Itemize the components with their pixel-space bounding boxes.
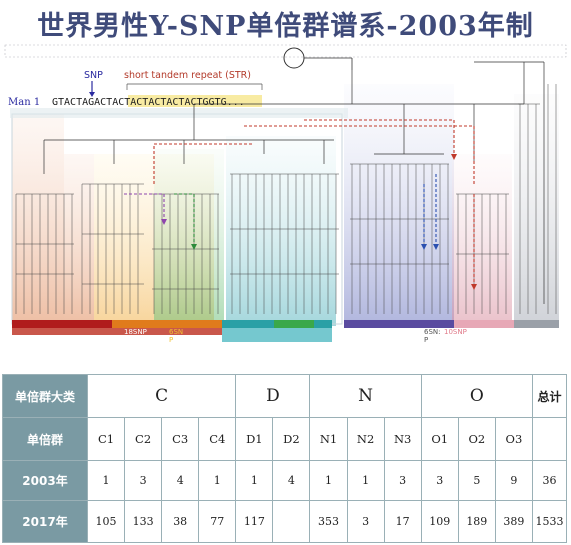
row-header-2003: 2003年 — [2, 460, 88, 501]
value-2017-c2: 133 — [124, 500, 163, 543]
group-c: C — [86, 374, 237, 418]
snp-label: SNP — [84, 70, 103, 81]
subgroup-o1: O1 — [420, 417, 459, 461]
value-2003-n2: 1 — [346, 460, 385, 501]
total-2003: 36 — [532, 460, 567, 501]
table-row-2017: 2017年 105 133 38 77 117 353 3 17 109 189… — [2, 500, 567, 543]
value-2003-o3: 9 — [494, 460, 534, 501]
band-label-6sn-right: 6SN: — [424, 328, 441, 336]
band-c — [12, 320, 112, 328]
row-header-sub: 单倍群 — [2, 417, 88, 461]
dna-sequence: GTACTAGACTACTACTACTACTACTGGTG... — [52, 97, 245, 108]
band-label-p: P — [169, 336, 173, 344]
row-header-major: 单倍群大类 — [2, 374, 88, 418]
str-label: short tandem repeat (STR) — [124, 70, 251, 81]
band-label-p-right: P — [424, 336, 428, 344]
value-2017-o2: 189 — [457, 500, 496, 543]
value-2017-d2 — [272, 500, 311, 543]
value-2003-d1: 1 — [235, 460, 274, 501]
total-header: 总计 — [532, 374, 567, 418]
value-2003-n1: 1 — [309, 460, 348, 501]
value-2017-o3: 389 — [494, 500, 534, 543]
subgroup-n2: N2 — [346, 417, 385, 461]
table-row-sub: 单倍群 C1 C2 C3 C4 D1 D2 N1 N2 N3 O1 O2 O3 — [2, 417, 567, 461]
value-2003-c2: 3 — [124, 460, 163, 501]
value-2003-n3: 3 — [383, 460, 422, 501]
band-n — [274, 320, 314, 328]
y-snp-phylogenetic-tree: SNP short tandem repeat (STR) Man 1 GTAC… — [4, 44, 567, 344]
value-2017-c4: 77 — [198, 500, 237, 543]
band-o — [344, 320, 454, 328]
man-label: Man 1 — [8, 97, 40, 108]
value-2003-d2: 4 — [272, 460, 311, 501]
band-tail — [514, 320, 559, 328]
value-2003-o2: 5 — [457, 460, 496, 501]
group-d: D — [235, 374, 311, 418]
subgroup-n3: N3 — [383, 417, 422, 461]
subgroup-c3: C3 — [161, 417, 200, 461]
subgroup-d2: D2 — [272, 417, 311, 461]
value-2003-c1: 1 — [86, 460, 126, 501]
total-2017: 1533 — [532, 500, 567, 543]
value-2017-o1: 109 — [420, 500, 459, 543]
band-c-sub — [112, 320, 222, 328]
value-2003-c4: 1 — [198, 460, 237, 501]
page-title: 世界男性Y-SNP单倍群谱系-2003年制 — [37, 11, 534, 42]
group-n: N — [309, 374, 422, 418]
value-2017-d1: 117 — [235, 500, 274, 543]
band-o-sub — [454, 320, 514, 328]
value-2003-c3: 4 — [161, 460, 200, 501]
subgroup-o2: O2 — [457, 417, 496, 461]
subgroup-c2: C2 — [124, 417, 163, 461]
subgroup-o3: O3 — [494, 417, 534, 461]
subgroup-c1: C1 — [86, 417, 126, 461]
band-label-6sn: 6SN — [169, 328, 183, 336]
haplogroup-table: 单倍群大类 C D N O 总计 单倍群 C1 C2 C3 C4 D1 D2 N… — [2, 374, 567, 543]
value-2017-n2: 3 — [346, 500, 385, 543]
value-2003-o1: 3 — [420, 460, 459, 501]
table-row-2003: 2003年 1 3 4 1 1 4 1 1 3 3 5 9 36 — [2, 460, 567, 501]
subgroup-d1: D1 — [235, 417, 274, 461]
subgroup-n1: N1 — [309, 417, 348, 461]
table-row-major: 单倍群大类 C D N O 总计 — [2, 374, 567, 418]
value-2017-c3: 38 — [161, 500, 200, 543]
row-header-2017: 2017年 — [2, 500, 88, 543]
value-2017-n3: 17 — [383, 500, 422, 543]
band-label-10snp: 10SNP — [444, 328, 467, 336]
subgroup-c4: C4 — [198, 417, 237, 461]
total-empty-cell — [532, 417, 567, 461]
value-2017-c1: 105 — [86, 500, 126, 543]
group-o: O — [420, 374, 534, 418]
band-label-18snp: 18SNP — [124, 328, 147, 336]
value-2017-n1: 353 — [309, 500, 348, 543]
